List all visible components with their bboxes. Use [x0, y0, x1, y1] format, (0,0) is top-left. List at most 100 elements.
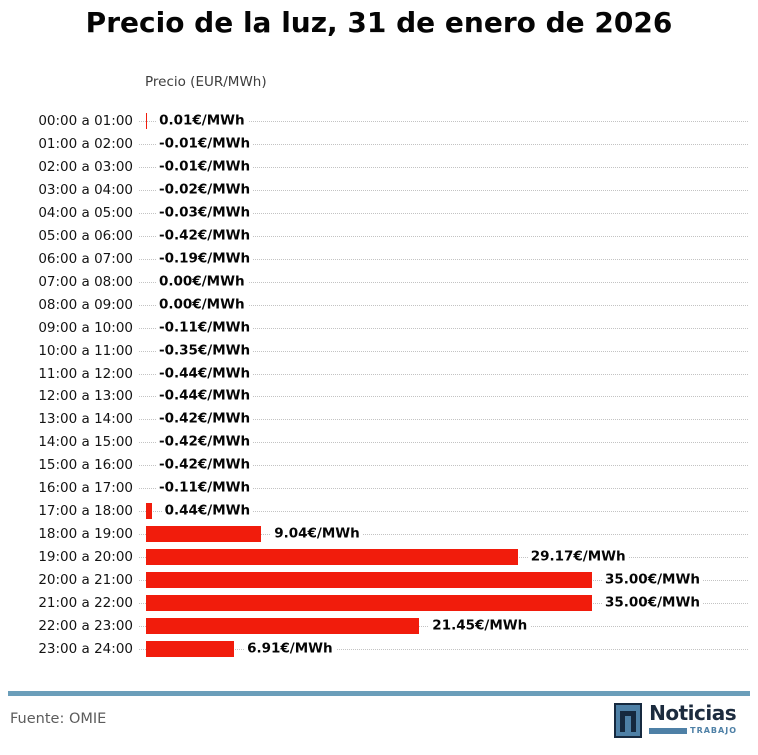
- category-label: 19:00 a 20:00: [38, 548, 133, 565]
- category-label: 13:00 a 14:00: [38, 411, 133, 428]
- plot-area: -0.01€/MWh: [139, 133, 748, 156]
- category-label: 21:00 a 22:00: [38, 594, 133, 611]
- logo-text: Noticias TRABAJO: [649, 703, 737, 735]
- gridline: [139, 350, 748, 352]
- chart-row: 01:00 a 02:00 -0.01€/MWh: [0, 133, 758, 156]
- category-label: 14:00 a 15:00: [38, 434, 133, 451]
- plot-area: -0.42€/MWh: [139, 454, 748, 477]
- n-glyph: [620, 711, 637, 732]
- plot-area: -0.01€/MWh: [139, 156, 748, 179]
- plot-area: -0.42€/MWh: [139, 225, 748, 248]
- value-label: -0.19€/MWh: [156, 250, 254, 268]
- value-label: 0.01€/MWh: [156, 112, 248, 130]
- footer-divider: [8, 691, 750, 696]
- plot-area: -0.19€/MWh: [139, 248, 748, 271]
- chart-row: 17:00 a 18:00 0.44€/MWh: [0, 500, 758, 523]
- plot-area: 29.17€/MWh: [139, 545, 748, 568]
- plot-area: -0.02€/MWh: [139, 179, 748, 202]
- value-label: 0.00€/MWh: [156, 296, 248, 314]
- category-label: 23:00 a 24:00: [38, 640, 133, 657]
- plot-area: -0.11€/MWh: [139, 316, 748, 339]
- noticias-trabajo-logo: Noticias TRABAJO: [614, 703, 737, 738]
- value-label: 35.00€/MWh: [602, 594, 703, 612]
- category-label: 18:00 a 19:00: [38, 525, 133, 542]
- chart-row: 18:00 a 19:00 9.04€/MWh: [0, 523, 758, 546]
- category-label: 02:00 a 03:00: [38, 159, 133, 176]
- price-bar: [146, 525, 262, 542]
- gridline: [139, 167, 748, 169]
- gridline: [139, 281, 748, 283]
- category-label: 15:00 a 16:00: [38, 457, 133, 474]
- plot-area: -0.44€/MWh: [139, 362, 748, 385]
- value-label: -0.02€/MWh: [156, 181, 254, 199]
- gridline: [139, 190, 748, 192]
- gridline: [139, 327, 748, 329]
- value-label: -0.42€/MWh: [156, 456, 254, 474]
- category-label: 01:00 a 02:00: [38, 136, 133, 153]
- category-label: 09:00 a 10:00: [38, 319, 133, 336]
- plot-area: 0.00€/MWh: [139, 293, 748, 316]
- value-label: -0.11€/MWh: [156, 319, 254, 337]
- noticias-n-icon: [614, 703, 643, 738]
- category-label: 06:00 a 07:00: [38, 250, 133, 267]
- category-label: 17:00 a 18:00: [38, 503, 133, 520]
- category-label: 00:00 a 01:00: [38, 113, 133, 130]
- value-label: 35.00€/MWh: [602, 571, 703, 589]
- chart-row: 10:00 a 11:00 -0.35€/MWh: [0, 339, 758, 362]
- gridline: [139, 648, 748, 650]
- chart-row: 09:00 a 10:00 -0.11€/MWh: [0, 316, 758, 339]
- category-label: 10:00 a 11:00: [38, 342, 133, 359]
- plot-area: 35.00€/MWh: [139, 568, 748, 591]
- x-axis-label: Precio (EUR/MWh): [145, 74, 267, 90]
- value-label: -0.03€/MWh: [156, 204, 254, 222]
- gridline: [139, 511, 748, 513]
- value-label: -0.01€/MWh: [156, 158, 254, 176]
- plot-area: 9.04€/MWh: [139, 523, 748, 546]
- category-label: 22:00 a 23:00: [38, 617, 133, 634]
- gridline: [139, 465, 748, 467]
- price-bar: [146, 640, 235, 657]
- gridline: [139, 258, 748, 260]
- brand-subtitle: TRABAJO: [690, 726, 737, 735]
- plot-area: -0.44€/MWh: [139, 385, 748, 408]
- gridline: [139, 213, 748, 215]
- chart-row: 06:00 a 07:00 -0.19€/MWh: [0, 248, 758, 271]
- gridline: [139, 442, 748, 444]
- gridline: [139, 236, 748, 238]
- value-label: -0.42€/MWh: [156, 227, 254, 245]
- chart-row: 16:00 a 17:00 -0.11€/MWh: [0, 477, 758, 500]
- chart-row: 04:00 a 05:00 -0.03€/MWh: [0, 202, 758, 225]
- gridline: [139, 304, 748, 306]
- chart-row: 11:00 a 12:00 -0.44€/MWh: [0, 362, 758, 385]
- price-bar: [146, 594, 592, 611]
- chart-row: 19:00 a 20:00 29.17€/MWh: [0, 545, 758, 568]
- plot-area: 0.00€/MWh: [139, 270, 748, 293]
- category-label: 04:00 a 05:00: [38, 205, 133, 222]
- value-label: -0.42€/MWh: [156, 410, 254, 428]
- value-label: 0.44€/MWh: [161, 502, 254, 520]
- gridline: [139, 488, 748, 490]
- category-label: 11:00 a 12:00: [38, 365, 133, 382]
- value-label: -0.44€/MWh: [156, 387, 254, 405]
- gridline: [139, 396, 748, 398]
- price-bar: [146, 503, 152, 520]
- chart-row: 23:00 a 24:00 6.91€/MWh: [0, 637, 758, 660]
- brand-bar: [649, 727, 688, 734]
- value-label: -0.01€/MWh: [156, 135, 254, 153]
- chart-row: 00:00 a 01:00 0.01€/MWh: [0, 110, 758, 133]
- value-label: -0.35€/MWh: [156, 342, 254, 360]
- plot-area: 21.45€/MWh: [139, 614, 748, 637]
- plot-area: -0.03€/MWh: [139, 202, 748, 225]
- value-label: 21.45€/MWh: [429, 617, 531, 635]
- brand-name: Noticias: [649, 701, 737, 725]
- category-label: 07:00 a 08:00: [38, 273, 133, 290]
- chart-row: 15:00 a 16:00 -0.42€/MWh: [0, 454, 758, 477]
- chart-row: 07:00 a 08:00 0.00€/MWh: [0, 270, 758, 293]
- chart-row: 02:00 a 03:00 -0.01€/MWh: [0, 156, 758, 179]
- value-label: -0.44€/MWh: [156, 365, 254, 383]
- plot-area: -0.42€/MWh: [139, 431, 748, 454]
- chart-row: 22:00 a 23:00 21.45€/MWh: [0, 614, 758, 637]
- price-bar: [146, 548, 518, 565]
- chart-title: Precio de la luz, 31 de enero de 2026: [85, 6, 673, 39]
